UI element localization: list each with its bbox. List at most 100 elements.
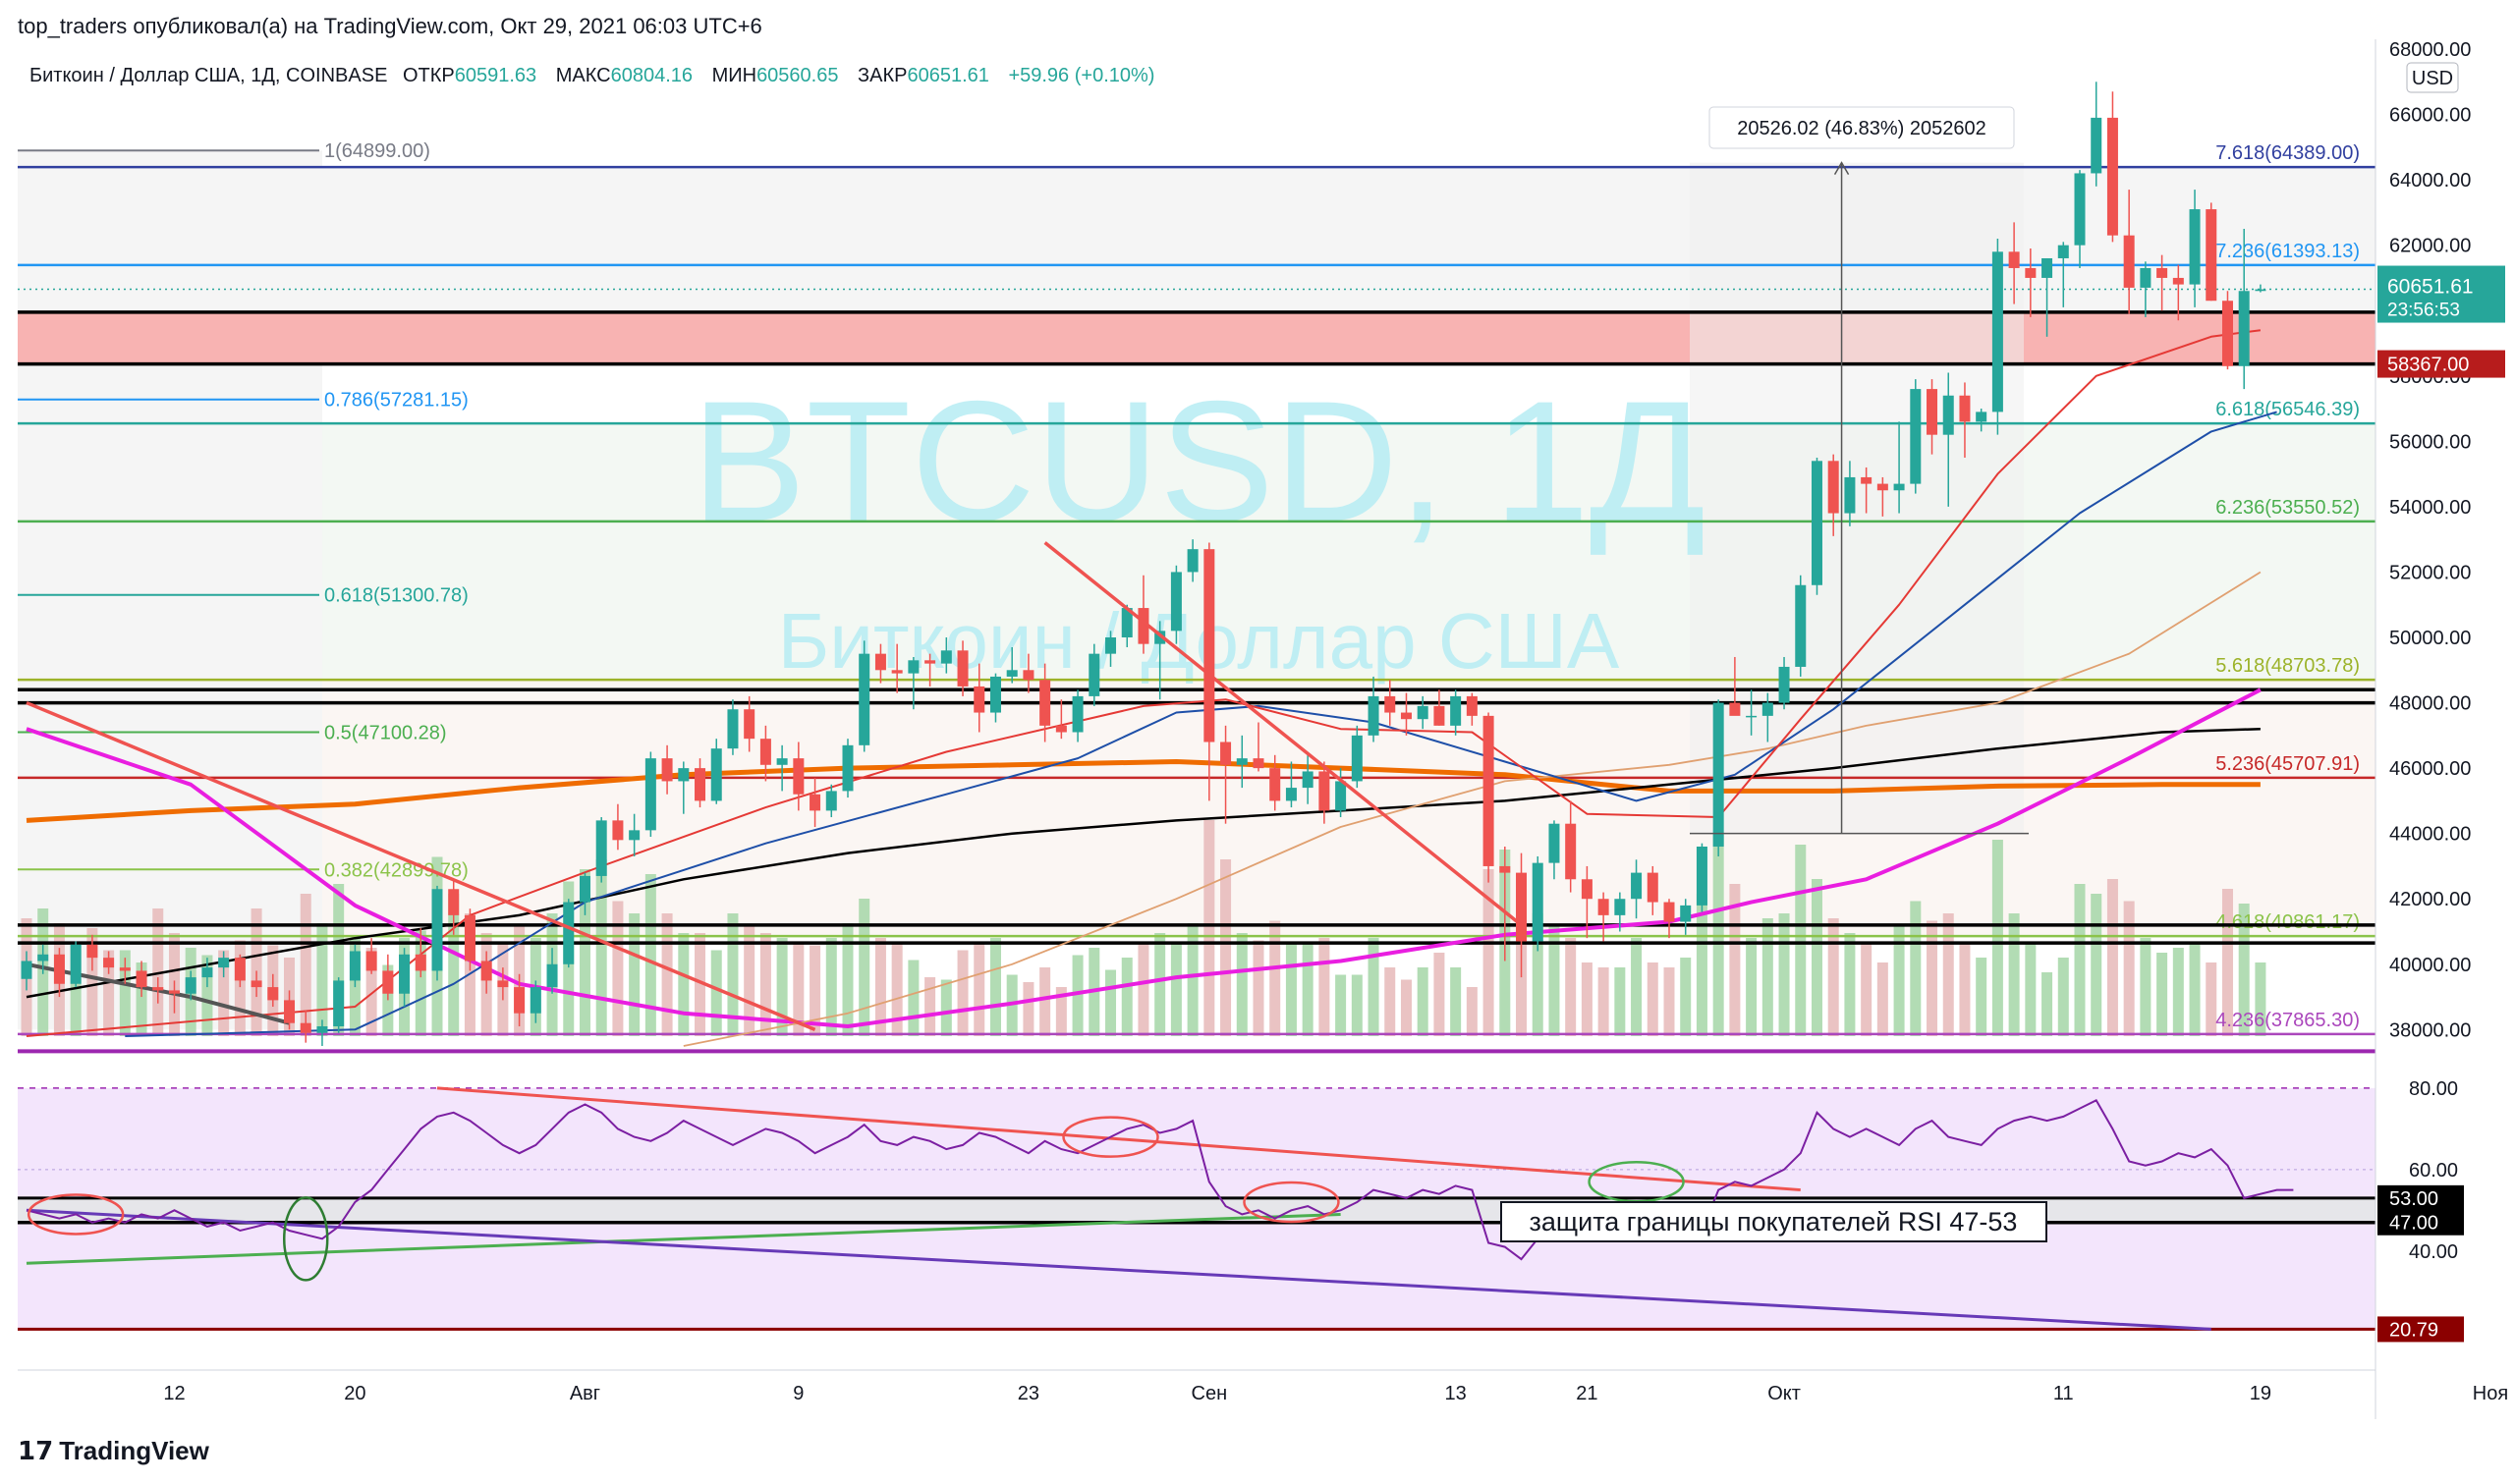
candle-body	[1285, 788, 1297, 801]
candle-body	[1729, 702, 1741, 716]
currency-badge[interactable]	[2406, 62, 2459, 93]
volume-bar	[365, 948, 377, 1036]
volume-bar	[1433, 953, 1445, 1036]
volume-bar	[793, 943, 805, 1036]
candle-body	[2206, 209, 2217, 302]
candle-body	[1006, 670, 1018, 677]
candle-body	[1368, 695, 1379, 736]
rsi-tick-label: 80.00	[2409, 1078, 2458, 1100]
candle-body	[514, 987, 526, 1014]
candle-body	[825, 791, 837, 811]
candle-body	[793, 758, 805, 795]
rsi-highlight-ellipse	[27, 1193, 125, 1236]
time-tick-label: 21	[1576, 1383, 1597, 1404]
volume-bar	[1647, 962, 1658, 1036]
volume-bar	[136, 962, 147, 1036]
volume-bar	[1663, 967, 1675, 1036]
candle-body	[431, 889, 443, 971]
volume-bar	[989, 938, 1001, 1036]
volume-bar	[859, 899, 870, 1036]
fib-level-label: 0.786(57281.15)	[324, 390, 469, 412]
candle-body	[267, 987, 279, 1001]
time-tick-label: 19	[2250, 1383, 2271, 1404]
candle-body	[53, 954, 65, 984]
volume-bar	[1729, 884, 1741, 1036]
candle-body	[1712, 702, 1724, 847]
volume-bar	[1055, 987, 1067, 1036]
candle-body	[1844, 476, 1856, 514]
candle-body	[974, 686, 985, 713]
volume-bar	[957, 950, 969, 1036]
volume-bar	[1187, 923, 1199, 1036]
candle-body	[284, 1000, 296, 1023]
candle-body	[546, 963, 558, 988]
candle-body	[1876, 483, 1888, 491]
candle-body	[678, 768, 690, 782]
candle-body	[2041, 257, 2053, 278]
candle-body	[563, 902, 575, 964]
volume-bar	[1795, 845, 1807, 1036]
candle-body	[1482, 715, 1494, 866]
legend-high-value: 60804.16	[610, 65, 694, 86]
candle-body	[2238, 291, 2250, 366]
candle-body	[168, 990, 180, 994]
time-tick-label: Ноя	[2473, 1383, 2508, 1404]
tradingview-brand[interactable]: 𝟭𝟳 TradingView	[18, 1436, 209, 1466]
ma-blue-line	[125, 411, 2277, 1037]
volume-bar	[448, 894, 460, 1036]
candle-body	[382, 970, 394, 994]
volume-bar	[1614, 967, 1626, 1036]
candle-body	[2140, 267, 2152, 288]
candle-body	[480, 961, 492, 981]
volume-bar	[1450, 967, 1462, 1036]
fib-level-label: 0.618(51300.78)	[324, 585, 469, 607]
price-tick-label: 38000.00	[2389, 1019, 2471, 1041]
candle-body	[1089, 653, 1100, 696]
legend-symbol[interactable]: Биткоин / Доллар США, 1Д, COINBASE	[29, 65, 388, 86]
volume-bar	[2091, 894, 2102, 1036]
candle-body	[333, 980, 345, 1027]
price-tick-label: 66000.00	[2389, 105, 2471, 127]
time-tick-label: 20	[344, 1383, 365, 1404]
rsi-note-label: защита границы покупателей RSI 47-53	[1530, 1207, 2018, 1237]
watermark-name: Биткоин / Доллар США	[778, 597, 1620, 685]
candle-body	[940, 650, 952, 664]
candle-body	[1597, 899, 1609, 915]
volume-bar	[1746, 938, 1758, 1036]
volume-bar	[2206, 962, 2217, 1036]
candle-body	[1236, 758, 1248, 765]
candle-body	[1761, 702, 1773, 716]
candle-body	[21, 961, 32, 979]
candle-body	[1680, 905, 1692, 922]
volume-bar	[1417, 967, 1428, 1036]
candle-body	[1318, 771, 1330, 811]
publisher-header: top_traders опубликовал(а) на TradingVie…	[18, 14, 762, 38]
candle-body	[1400, 712, 1412, 720]
candle-body	[1187, 549, 1199, 573]
volume-bar	[234, 940, 246, 1036]
volume-bar	[218, 950, 230, 1036]
candle-body	[661, 758, 673, 782]
trendline	[1043, 541, 1523, 927]
candle-body	[1384, 695, 1396, 713]
candle-body	[2172, 277, 2184, 285]
volume-bar	[300, 894, 311, 1036]
candle-body	[1170, 572, 1182, 632]
candle-body	[2008, 251, 2020, 268]
rsi-highlight-ellipse	[282, 1196, 329, 1282]
volume-bar	[974, 943, 985, 1036]
volume-bar	[842, 923, 854, 1036]
current-price-value: 60651.61	[2387, 276, 2474, 299]
price-tick-label: 54000.00	[2389, 497, 2471, 519]
candle-body	[2221, 301, 2233, 366]
candle-body	[365, 951, 377, 971]
price-tick-label: 52000.00	[2389, 562, 2471, 583]
volume-bar	[1236, 933, 1248, 1036]
price-tick-label: 44000.00	[2389, 824, 2471, 846]
candle-body	[1203, 549, 1215, 742]
candle-body	[859, 653, 870, 745]
candle-body	[2074, 173, 2086, 246]
volume-bar	[1138, 943, 1149, 1036]
fib-level-label: 0.382(42899.78)	[324, 859, 469, 881]
